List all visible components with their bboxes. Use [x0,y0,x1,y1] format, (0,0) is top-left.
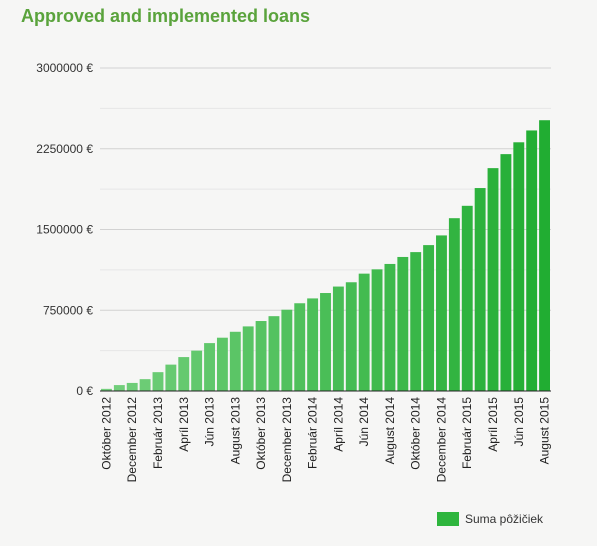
bar[interactable] [113,385,125,391]
bar[interactable] [461,205,473,391]
bar[interactable] [474,188,486,391]
x-tick-label: December 2012 [125,397,139,483]
bar[interactable] [255,321,267,391]
bar[interactable] [384,263,396,391]
y-tick-label: 2250000 € [36,142,93,156]
bar[interactable] [152,372,164,391]
x-tick-label: Február 2013 [151,397,165,469]
x-tick-label: August 2013 [228,397,242,465]
legend-label: Suma pôžičiek [465,512,544,526]
bar[interactable] [139,379,151,391]
bar[interactable] [436,235,447,391]
x-axis-labels: Október 2012 December 2012 Február 2013 Apr… [99,397,551,483]
bar[interactable] [178,357,190,391]
bar[interactable] [410,252,422,391]
bar[interactable] [332,286,344,391]
y-axis-labels: 0 € 750000 € 1500000 € 2250000 € 3000000 € [36,61,93,398]
chart-title: Approved and implemented loans [21,6,311,26]
bar[interactable] [320,293,331,391]
legend[interactable]: Suma pôžičiek [437,512,543,526]
x-tick-label: Október 2012 [99,397,113,470]
bar[interactable] [345,282,357,391]
x-tick-label: Október 2013 [254,397,268,470]
bar[interactable] [204,343,215,391]
y-tick-label: 1500000 € [36,223,93,237]
x-tick-label: Február 2015 [460,397,474,469]
y-tick-label: 3000000 € [36,61,93,75]
y-tick-label: 0 € [76,384,93,398]
x-tick-label: Jún 2014 [357,397,371,447]
x-tick-label: Apríl 2014 [331,397,345,452]
x-tick-label: Február 2014 [306,397,320,469]
bar[interactable] [423,245,435,391]
bar[interactable] [242,326,254,391]
bar[interactable] [307,298,319,391]
bar[interactable] [101,388,112,391]
bar[interactable] [229,331,241,391]
x-tick-label: Apríl 2013 [177,397,191,452]
bar[interactable] [500,154,512,391]
bar[interactable] [448,218,460,391]
x-tick-label: Apríl 2015 [486,397,500,452]
bar[interactable] [397,256,409,391]
bars [101,120,550,392]
x-tick-label: Október 2014 [409,397,423,470]
x-tick-label: Jún 2015 [512,397,526,447]
x-tick-label: August 2014 [383,397,397,465]
bar[interactable] [371,269,383,391]
bar[interactable] [487,168,499,391]
bar[interactable] [539,120,550,391]
bar[interactable] [294,303,306,391]
x-tick-label: August 2015 [538,397,552,465]
y-tick-label: 750000 € [43,303,93,317]
x-tick-label: December 2013 [280,397,294,483]
bar[interactable] [526,130,538,391]
x-tick-label: Jún 2013 [203,397,217,447]
bar[interactable] [191,350,203,392]
bar[interactable] [358,273,370,391]
bar[interactable] [281,309,293,391]
bar[interactable] [268,316,280,391]
bar[interactable] [216,337,228,391]
bar[interactable] [126,382,138,391]
legend-swatch [437,512,459,526]
x-tick-label: December 2014 [434,397,448,483]
bar[interactable] [165,364,177,391]
bar[interactable] [513,142,525,391]
